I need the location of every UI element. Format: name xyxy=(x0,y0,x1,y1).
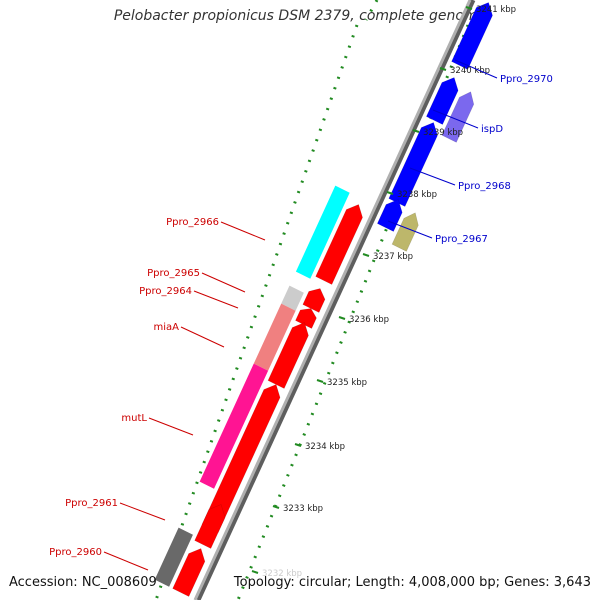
forward-gene-label-3: Ppro_2967 xyxy=(435,234,488,245)
cog-bar-1 xyxy=(281,285,304,311)
scale-tick-1 xyxy=(272,505,280,509)
scale-tick-8 xyxy=(439,67,447,71)
forward-gene-label-2: Ppro_2968 xyxy=(458,181,511,192)
forward-leader-3 xyxy=(387,220,433,239)
scale-tick-3 xyxy=(316,379,324,383)
reverse-gene-label-3: miaA xyxy=(154,322,180,333)
scale-label-6: 3238 kbp xyxy=(397,190,437,200)
gene-reverse-4 xyxy=(201,384,281,533)
scale-tick-9 xyxy=(465,6,473,10)
gene-forward-0 xyxy=(451,2,493,70)
genome-title: Pelobacter propionicus DSM 2379, complet… xyxy=(113,8,487,24)
scale-label-2: 3234 kbp xyxy=(305,442,345,452)
gene-forward-4 xyxy=(376,199,403,232)
scale-label-7: 3239 kbp xyxy=(423,128,463,138)
reverse-leader-5 xyxy=(119,502,166,521)
scale-tick-4 xyxy=(338,316,346,320)
gene-reverse-5 xyxy=(194,504,226,549)
outer-tick-row-left xyxy=(154,24,359,600)
forward-gene-label-0: Ppro_2970 xyxy=(500,74,553,85)
scale-label-3: 3235 kbp xyxy=(327,378,367,388)
scale-label-4: 3236 kbp xyxy=(349,315,389,325)
reverse-leader-1 xyxy=(201,272,246,293)
accession-text: Accession: NC_008609 xyxy=(9,575,157,590)
cog-bar-3 xyxy=(199,363,269,489)
cog-bar-4 xyxy=(154,527,193,587)
scale-label-1: 3233 kbp xyxy=(283,504,323,514)
reverse-gene-label-0: Ppro_2966 xyxy=(166,217,219,228)
cog-bar-2 xyxy=(253,303,296,371)
forward-gene-label-1: ispD xyxy=(481,124,503,135)
reverse-leader-0 xyxy=(220,221,266,241)
reverse-gene-label-4: mutL xyxy=(121,413,147,424)
reverse-gene-label-2: Ppro_2964 xyxy=(139,286,192,297)
cog-bar-0 xyxy=(295,185,350,279)
scale-tick-7 xyxy=(412,129,420,133)
reverse-leader-4 xyxy=(148,417,194,436)
tick-row-right xyxy=(236,24,470,600)
reverse-leader-2 xyxy=(193,290,239,309)
forward-leader-0 xyxy=(454,59,498,79)
gene-reverse-1 xyxy=(302,288,326,313)
reverse-gene-label-5: Ppro_2961 xyxy=(65,498,118,509)
gene-reverse-2 xyxy=(295,308,317,329)
reverse-gene-label-6: Ppro_2960 xyxy=(49,547,102,558)
scale-tick-2 xyxy=(294,443,302,447)
reverse-gene-label-1: Ppro_2965 xyxy=(147,268,200,279)
gene-reverse-6 xyxy=(172,548,206,597)
backbone xyxy=(193,0,472,600)
forward-leader-1 xyxy=(432,109,479,129)
scale-label-0: 3232 kbp xyxy=(262,569,302,579)
topology-text: Topology: circular; Length: 4,008,000 bp… xyxy=(233,575,591,590)
gene-forward-5 xyxy=(391,212,419,252)
reverse-leader-6 xyxy=(103,551,149,571)
scale-label-5: 3237 kbp xyxy=(373,252,413,262)
scale-tick-6 xyxy=(386,191,394,195)
scale-tick-5 xyxy=(362,253,370,257)
gene-forward-3 xyxy=(388,122,438,207)
gene-forward-1 xyxy=(425,77,459,125)
forward-leader-2 xyxy=(409,167,456,186)
gene-reverse-0 xyxy=(315,204,363,285)
scale-tick-0 xyxy=(251,570,259,574)
backbone-shadow xyxy=(195,0,476,600)
reverse-leader-3 xyxy=(180,326,225,348)
tick-row-top xyxy=(364,0,379,21)
gene-reverse-3 xyxy=(267,322,309,389)
scale-label-8: 3240 kbp xyxy=(450,66,490,76)
scale-label-9: 3241 kbp xyxy=(476,5,516,15)
